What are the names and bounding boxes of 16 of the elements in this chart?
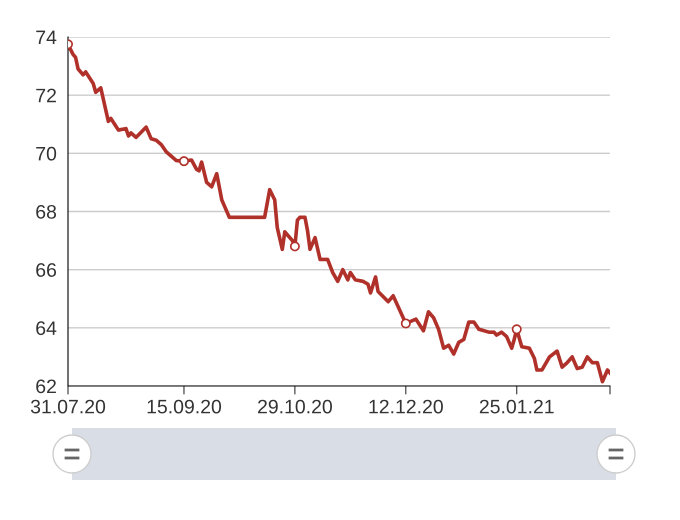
y-tick-label: 68 [36,204,56,219]
point [512,324,522,334]
point [290,241,300,252]
point [178,156,189,166]
x-tick-label: 25.01.21 [480,400,554,414]
y-tick-label: 70 [36,146,56,161]
y-tick-label: 74 [36,30,56,44]
y-tick-label: 72 [36,88,56,102]
y-tick-label: 62 [36,379,56,394]
point [400,318,411,328]
y-tick-label: 66 [36,263,56,277]
x-tick-label: 15.09.20 [148,400,222,414]
x-tick-label: 12.12.20 [369,400,443,414]
x-tick-label: 29.10.20 [258,400,332,414]
y-tick-label: 64 [36,321,56,336]
x-tick-label: 31.07.20 [30,400,106,414]
